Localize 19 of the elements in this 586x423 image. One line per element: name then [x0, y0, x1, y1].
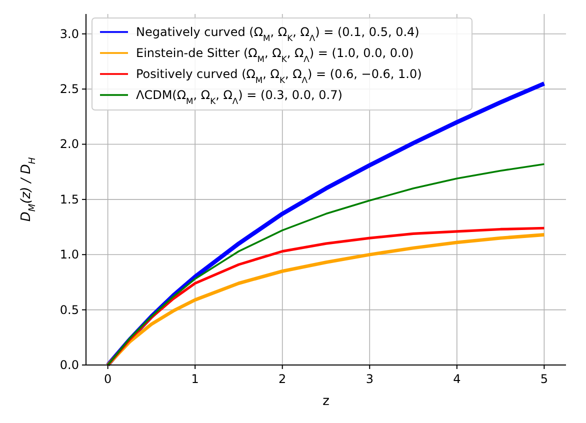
x-axis-title: z	[322, 394, 330, 409]
y-tick-label: 0.5	[60, 302, 79, 317]
y-tick-label: 2.5	[60, 82, 79, 96]
line-series	[106, 163, 546, 366]
x-tick-label: 2	[278, 372, 286, 386]
y-tick-label: 1.5	[60, 192, 79, 206]
y-tick-label: 0.0	[60, 358, 79, 372]
legend-label: Positively curved (Ω$_{M}$, Ω$_{K}$, Ω$_{Λ}$) = (0.6, −0.6, 1.0)	[136, 67, 422, 85]
x-tick-label: 1	[191, 372, 199, 386]
legend-label: Negatively curved (Ω$_{M}$, Ω$_{K}$, Ω$_{Λ}$) = (0.1, 0.5, 0.4)	[136, 25, 420, 43]
y-tick-label: 3.0	[60, 26, 79, 41]
y-tick-label: 1.0	[60, 248, 79, 262]
x-tick-label: 5	[540, 372, 548, 386]
x-tick-label: 0	[104, 372, 112, 386]
x-tick-label: 4	[453, 372, 461, 386]
x-tick-label: 3	[366, 372, 374, 386]
y-tick-label: 2.0	[60, 137, 79, 152]
legend-label: Einstein-de Sitter (Ω$_{M}$, Ω$_{K}$, Ω$_{Λ}$) = (1.0, 0.0, 0.0)	[136, 46, 414, 64]
legend-label: ΛCDM(Ω$_{M}$, Ω$_{K}$, Ω$_{Λ}$) = (0.3, 0.0, 0.7)	[136, 88, 342, 106]
